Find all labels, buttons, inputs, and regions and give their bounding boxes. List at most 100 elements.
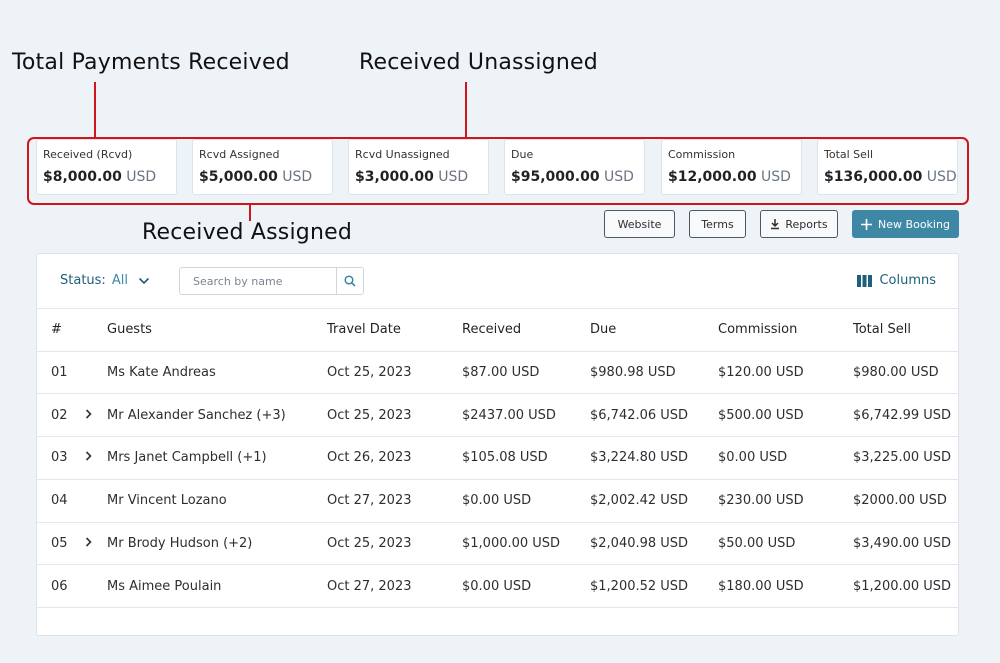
summary-card-currency: USD	[761, 169, 791, 185]
row-total-sell: $2000.00 USD	[853, 479, 958, 523]
row-commission: $230.00 USD	[718, 479, 853, 523]
header-received[interactable]: Received	[462, 309, 590, 352]
header-commission[interactable]: Commission	[718, 309, 853, 352]
row-commission: $50.00 USD	[718, 522, 853, 566]
table-row[interactable]: 02 Mr Alexander Sanchez (+3) Oct 25, 2023 $…	[37, 393, 958, 438]
row-expand[interactable]	[85, 393, 107, 438]
row-received: $1,000.00 USD	[462, 522, 590, 566]
row-commission: $500.00 USD	[718, 393, 853, 438]
summary-card-value: $136,000.00 USD	[824, 169, 957, 185]
row-expand[interactable]	[85, 522, 107, 566]
search-button[interactable]	[337, 268, 363, 294]
new-booking-label: New Booking	[878, 217, 950, 231]
table-header-row: # Guests Travel Date Received Due Commis…	[37, 309, 958, 352]
row-due: $1,200.52 USD	[590, 564, 718, 609]
summary-card-amount: $3,000.00	[355, 169, 434, 185]
row-received: $87.00 USD	[462, 351, 590, 395]
plus-icon	[861, 218, 873, 230]
summary-card: Rcvd Assigned $5,000.00 USD	[192, 139, 333, 195]
row-travel-date: Oct 25, 2023	[327, 351, 462, 395]
header-expand	[85, 309, 107, 352]
table-row[interactable]: 04 Mr Vincent Lozano Oct 27, 2023 $0.00 USD…	[37, 479, 958, 523]
summary-card-value: $8,000.00 USD	[43, 169, 170, 185]
row-expand	[85, 564, 107, 609]
chevron-right-icon	[85, 409, 92, 419]
summary-card-label: Rcvd Unassigned	[355, 148, 450, 161]
columns-button[interactable]: Columns	[857, 273, 936, 288]
chevron-right-icon	[85, 537, 92, 547]
header-number[interactable]: #	[37, 309, 85, 352]
search-input[interactable]	[180, 268, 337, 294]
summary-card-value: $12,000.00 USD	[668, 169, 795, 185]
row-commission: $120.00 USD	[718, 351, 853, 395]
summary-card-label: Received (Rcvd)	[43, 148, 133, 161]
website-button[interactable]: Website	[604, 210, 675, 238]
new-booking-button[interactable]: New Booking	[852, 210, 959, 238]
row-total-sell: $1,200.00 USD	[853, 564, 958, 609]
summary-card: Total Sell $136,000.00 USD	[817, 139, 958, 195]
row-travel-date: Oct 26, 2023	[327, 436, 462, 480]
row-guest[interactable]: Ms Aimee Poulain	[107, 564, 327, 609]
row-expand[interactable]	[85, 436, 107, 480]
row-received: $105.08 USD	[462, 436, 590, 480]
row-total-sell: $980.00 USD	[853, 351, 958, 395]
summary-card-amount: $95,000.00	[511, 169, 600, 185]
summary-card-value: $3,000.00 USD	[355, 169, 482, 185]
header-due[interactable]: Due	[590, 309, 718, 352]
row-due: $980.98 USD	[590, 351, 718, 395]
chevron-down-icon	[138, 277, 150, 284]
row-guest[interactable]: Mrs Janet Campbell (+1)	[107, 436, 327, 480]
row-guest[interactable]: Mr Vincent Lozano	[107, 479, 327, 523]
reports-button[interactable]: Reports	[760, 210, 838, 238]
download-icon	[771, 218, 780, 229]
callout-line-unassigned	[465, 82, 467, 139]
bookings-table: # Guests Travel Date Received Due Commis…	[37, 309, 958, 609]
row-received: $0.00 USD	[462, 564, 590, 609]
row-expand	[85, 479, 107, 523]
summary-card-amount: $12,000.00	[668, 169, 757, 185]
status-value: All	[111, 273, 128, 288]
status-label: Status:	[60, 273, 106, 288]
row-total-sell: $6,742.99 USD	[853, 393, 958, 438]
summary-card-label: Rcvd Assigned	[199, 148, 280, 161]
annotation-frame	[27, 137, 969, 205]
header-total-sell[interactable]: Total Sell	[853, 309, 958, 352]
header-travel-date[interactable]: Travel Date	[327, 309, 462, 352]
search-box	[179, 267, 364, 295]
row-commission: $0.00 USD	[718, 436, 853, 480]
row-guest[interactable]: Mr Alexander Sanchez (+3)	[107, 393, 327, 438]
summary-card: Due $95,000.00 USD	[504, 139, 645, 195]
summary-card-amount: $8,000.00	[43, 169, 122, 185]
callout-line-assigned	[249, 204, 251, 221]
summary-card-value: $5,000.00 USD	[199, 169, 326, 185]
search-icon	[344, 275, 356, 287]
columns-label: Columns	[879, 273, 936, 288]
terms-button[interactable]: Terms	[689, 210, 746, 238]
row-number: 04	[37, 479, 85, 523]
row-guest[interactable]: Ms Kate Andreas	[107, 351, 327, 395]
row-number: 02	[37, 393, 85, 438]
status-filter[interactable]: Status: All	[60, 273, 150, 288]
row-due: $2,040.98 USD	[590, 522, 718, 566]
summary-card-amount: $5,000.00	[199, 169, 278, 185]
table-row[interactable]: 05 Mr Brody Hudson (+2) Oct 25, 2023 $1,000…	[37, 522, 958, 566]
terms-button-label: Terms	[701, 217, 734, 231]
website-button-label: Website	[617, 217, 662, 231]
row-travel-date: Oct 27, 2023	[327, 564, 462, 609]
row-number: 03	[37, 436, 85, 480]
row-number: 01	[37, 351, 85, 395]
table-body: 01 Ms Kate Andreas Oct 25, 2023 $87.00 USD $…	[37, 351, 958, 609]
table-row[interactable]: 06 Ms Aimee Poulain Oct 27, 2023 $0.00 USD $…	[37, 564, 958, 609]
summary-card-currency: USD	[604, 169, 634, 185]
summary-card: Rcvd Unassigned $3,000.00 USD	[348, 139, 489, 195]
row-travel-date: Oct 25, 2023	[327, 522, 462, 566]
row-expand	[85, 351, 107, 395]
table-row[interactable]: 03 Mrs Janet Campbell (+1) Oct 26, 2023 $10…	[37, 436, 958, 480]
row-due: $6,742.06 USD	[590, 393, 718, 438]
row-commission: $180.00 USD	[718, 564, 853, 609]
row-guest[interactable]: Mr Brody Hudson (+2)	[107, 522, 327, 566]
table-row[interactable]: 01 Ms Kate Andreas Oct 25, 2023 $87.00 USD $…	[37, 351, 958, 395]
header-guests[interactable]: Guests	[107, 309, 327, 352]
row-total-sell: $3,225.00 USD	[853, 436, 958, 480]
summary-card-currency: USD	[926, 169, 957, 185]
